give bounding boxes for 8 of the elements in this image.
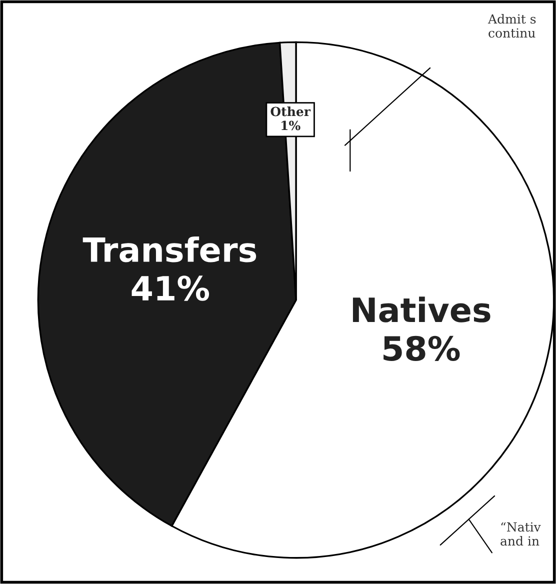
data-label: 58% [384, 336, 460, 362]
slice-label: Natives [352, 296, 490, 322]
data-label: 1% [282, 120, 300, 130]
data-label: 41% [132, 276, 210, 301]
text: “Nativ and in [500, 522, 541, 546]
slice-label: Transfers [82, 236, 256, 262]
slice-label: Other [270, 106, 311, 116]
text: Admit s continu [488, 14, 536, 38]
